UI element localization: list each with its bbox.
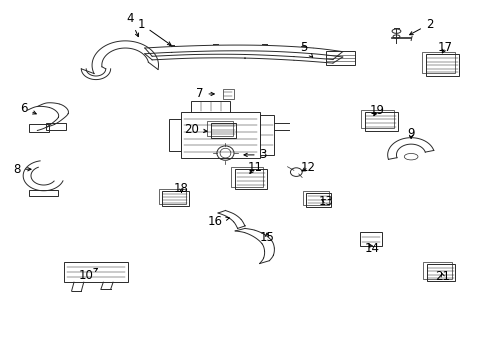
Bar (426, 54, 459, 76)
Bar (159, 189, 186, 204)
Text: 6: 6 (20, 102, 36, 115)
Text: 21: 21 (436, 270, 450, 283)
Bar (423, 262, 452, 279)
Text: 19: 19 (369, 104, 385, 117)
Bar (365, 112, 398, 131)
Text: 14: 14 (365, 242, 380, 255)
Bar (162, 191, 189, 206)
Text: 10: 10 (79, 269, 98, 282)
Text: 12: 12 (301, 161, 316, 174)
Bar (46, 123, 66, 130)
Bar (427, 264, 455, 282)
Bar (29, 190, 58, 196)
Bar (360, 232, 382, 246)
Bar (29, 125, 49, 132)
Text: 13: 13 (318, 195, 333, 208)
Bar (64, 262, 128, 282)
Bar (235, 169, 267, 189)
Bar (223, 89, 234, 99)
Text: 4: 4 (126, 12, 139, 37)
Bar (326, 51, 355, 65)
Bar (361, 110, 394, 129)
Text: 18: 18 (174, 183, 189, 195)
Text: 17: 17 (438, 41, 453, 54)
Text: 1: 1 (137, 18, 171, 45)
Bar (303, 191, 329, 205)
Text: 15: 15 (260, 231, 274, 244)
Text: 11: 11 (247, 161, 262, 174)
Bar (306, 193, 331, 207)
Text: 7: 7 (196, 87, 214, 100)
Bar (191, 101, 230, 112)
Text: 20: 20 (184, 123, 207, 136)
Bar (207, 121, 233, 136)
Text: 5: 5 (300, 41, 313, 57)
Bar (231, 167, 263, 187)
Bar (169, 119, 181, 151)
Bar (422, 51, 455, 73)
Bar (211, 123, 236, 138)
Text: 9: 9 (407, 127, 415, 140)
Bar (260, 116, 274, 155)
Text: 16: 16 (208, 215, 229, 228)
Text: 2: 2 (410, 18, 433, 35)
Bar (181, 112, 260, 158)
Text: 8: 8 (13, 163, 31, 176)
Text: 3: 3 (244, 148, 267, 161)
